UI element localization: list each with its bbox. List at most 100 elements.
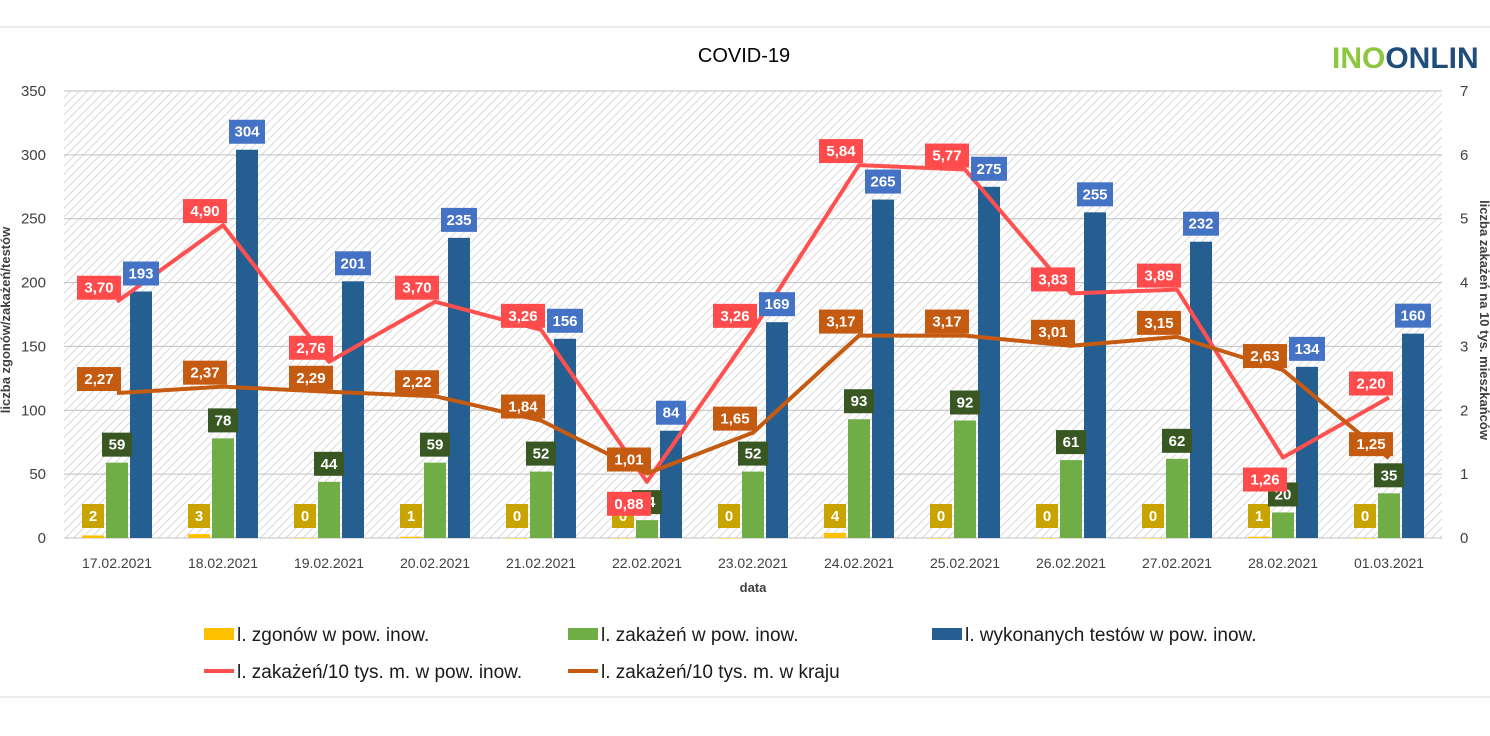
national-rate-label-bg: [1349, 432, 1393, 457]
national-rate-label-text: 1,01: [614, 452, 643, 469]
legend-label: l. zakażeń/10 tys. m. w kraju: [601, 662, 840, 683]
legend-label: l. zgonów w pow. inow.: [237, 625, 429, 646]
bar: [212, 438, 234, 538]
bar-data-label: 235: [441, 207, 477, 232]
bar-data-label-bg: [759, 292, 795, 317]
bar-data-label-text: 3: [195, 508, 203, 525]
y-right-tick-label: 1: [1460, 466, 1468, 483]
local-rate-label: 3,26: [713, 303, 757, 328]
legend-item: l. zakażeń/10 tys. m. w kraju: [568, 662, 840, 683]
bar-data-label-bg: [294, 504, 316, 528]
bar: [294, 538, 316, 539]
y-left-tick-label: 100: [21, 402, 46, 419]
bar-data-label-text: 1: [1255, 508, 1263, 525]
local-rate-label: 3,70: [395, 275, 439, 300]
bar-data-label-text: 0: [1361, 508, 1369, 525]
local-rate-label-bg: [289, 335, 333, 360]
bar-data-label-bg: [950, 390, 980, 415]
bar-data-label-bg: [123, 261, 159, 286]
bar-data-label: 52: [526, 441, 556, 466]
legend-item: l. wykonanych testów w pow. inow.: [932, 625, 1256, 646]
bar-data-label: 0: [930, 504, 952, 528]
bar-data-label-bg: [1248, 504, 1270, 528]
logo-part1: INO: [1332, 42, 1385, 75]
y-right-tick-label: 0: [1460, 530, 1468, 547]
local-rate-label-text: 3,70: [402, 280, 431, 297]
bar: [1248, 536, 1270, 538]
bar-data-label-text: 35: [1381, 467, 1398, 484]
bar-data-label-bg: [506, 504, 528, 528]
bar: [848, 419, 870, 538]
x-tick-label: 25.02.2021: [930, 555, 1000, 571]
x-tick-label: 19.02.2021: [294, 555, 364, 571]
national-rate-label-text: 1,84: [508, 399, 538, 416]
bar-data-label: 93: [844, 389, 874, 414]
bar-data-label: 0: [506, 504, 528, 528]
x-tick-label: 21.02.2021: [506, 555, 576, 571]
bar-data-label: 61: [1056, 430, 1086, 455]
legend-label: l. zakażeń/10 tys. m. w pow. inow.: [237, 662, 522, 683]
bar-data-label: 59: [102, 432, 132, 457]
local-rate-label-text: 3,83: [1038, 271, 1067, 288]
bar-data-label: 193: [123, 261, 159, 286]
bar: [1272, 512, 1294, 538]
bar-data-label-bg: [865, 169, 901, 194]
y-left-tick-label: 300: [21, 147, 46, 164]
bar-data-label: 2: [82, 504, 104, 528]
local-rate-label-bg: [1243, 467, 1287, 492]
bar-data-label: 265: [865, 169, 901, 194]
bar-data-label-bg: [420, 432, 450, 457]
bar: [954, 420, 976, 538]
bar-data-label: 169: [759, 292, 795, 317]
legend: l. zgonów w pow. inow. l. zakażeń w pow. …: [204, 625, 1256, 683]
bar-data-label-bg: [1395, 303, 1431, 328]
bar-data-label-bg: [1077, 182, 1113, 207]
bar: [930, 538, 952, 539]
bar-data-label: 201: [335, 251, 371, 276]
national-rate-label: 3,17: [925, 309, 969, 334]
y-right-tick-label: 5: [1460, 211, 1468, 228]
national-rate-label: 3,15: [1137, 310, 1181, 335]
bar-data-label-bg: [526, 441, 556, 466]
y-right-tick-label: 2: [1460, 402, 1468, 419]
y-right-tick-label: 6: [1460, 147, 1468, 164]
bar: [1296, 366, 1318, 538]
local-rate-label-bg: [395, 275, 439, 300]
local-rate-label: 3,83: [1031, 267, 1075, 292]
national-rate-label-bg: [925, 309, 969, 334]
national-rate-label-text: 2,29: [296, 370, 325, 387]
bar-data-label-bg: [1036, 504, 1058, 528]
bar: [554, 338, 576, 538]
bar-data-label-text: 235: [446, 212, 471, 229]
bar: [742, 471, 764, 538]
bar-data-label: 255: [1077, 182, 1113, 207]
bar: [718, 538, 740, 539]
bar-data-label-text: 62: [1169, 433, 1186, 450]
local-rate-label-bg: [713, 303, 757, 328]
bar: [1190, 241, 1212, 538]
national-rate-label-bg: [289, 365, 333, 390]
local-rate-label-bg: [819, 139, 863, 164]
x-tick-label: 17.02.2021: [82, 555, 152, 571]
bar-data-label: 62: [1162, 428, 1192, 453]
local-rate-label-text: 3,89: [1144, 268, 1173, 285]
local-rate-label-text: 2,76: [296, 340, 325, 357]
y-left-tick-label: 50: [29, 466, 46, 483]
bar-data-label-text: 160: [1400, 308, 1425, 325]
local-rate-label-bg: [501, 303, 545, 328]
national-rate-label-text: 3,01: [1038, 324, 1067, 341]
bar-data-label-bg: [400, 504, 422, 528]
bar: [1060, 460, 1082, 538]
bar-data-label: 78: [208, 408, 238, 433]
bar-data-label: 304: [229, 119, 265, 144]
bar-data-label-text: 156: [552, 313, 577, 330]
national-rate-line: [116, 333, 1391, 476]
local-rate-label-bg: [1349, 371, 1393, 396]
legend-swatch: [568, 628, 598, 640]
bar-data-label: 44: [314, 451, 344, 476]
bar-data-label-text: 93: [851, 393, 868, 410]
bar: [1378, 493, 1400, 538]
local-rate-label: 0,88: [607, 491, 651, 516]
local-rate-label-text: 2,20: [1356, 376, 1385, 393]
